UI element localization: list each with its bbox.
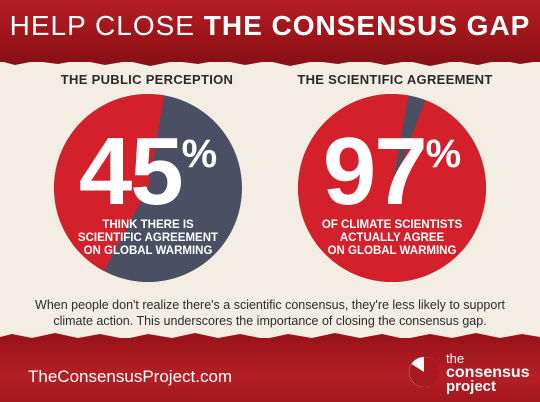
caption-line: SCIENTIFIC AGREEMENT bbox=[77, 232, 219, 244]
scientific-agreement-unit: % bbox=[425, 132, 462, 176]
explanation-line: When people don't realize there's a scie… bbox=[35, 298, 505, 312]
caption-line: ON GLOBAL WARMING bbox=[327, 245, 457, 257]
logo-line: consensus bbox=[446, 364, 530, 381]
logo-line: project bbox=[446, 378, 497, 395]
title-lead: HELP CLOSE bbox=[9, 10, 195, 41]
logo-mark-icon bbox=[409, 356, 440, 387]
title-emphasis: THE CONSENSUS GAP bbox=[203, 10, 531, 41]
explanation-line: climate action. This underscores the imp… bbox=[53, 314, 487, 328]
agree-slice bbox=[53, 94, 165, 272]
caption-line: THINK THERE IS bbox=[102, 219, 194, 231]
public-perception-caption: THINK THERE IS SCIENTIFIC AGREEMENT ON G… bbox=[52, 219, 244, 258]
page-title: HELP CLOSE THE CONSENSUS GAP bbox=[0, 10, 540, 42]
website-link[interactable]: TheConsensusProject.com bbox=[28, 367, 233, 386]
scientific-agreement-caption: OF CLIMATE SCIENTISTS ACTUALLY AGREE ON … bbox=[296, 219, 488, 258]
public-perception-pie-chart bbox=[53, 94, 242, 282]
scientific-agreement-pie-chart bbox=[297, 94, 486, 283]
explanation-text: When people don't realize there's a scie… bbox=[16, 297, 524, 329]
top-banner bbox=[0, 0, 540, 62]
public-perception-label: THE PUBLIC PERCEPTION bbox=[60, 72, 234, 87]
logo-line: the bbox=[446, 351, 465, 366]
caption-line: OF CLIMATE SCIENTISTS bbox=[321, 219, 463, 231]
public-perception-value: 45 bbox=[78, 118, 184, 225]
scientific-agreement-stat: 97% bbox=[296, 118, 488, 225]
logo-wordmark: the consensus project bbox=[446, 351, 530, 395]
public-perception-stat: 45% bbox=[52, 118, 244, 225]
scientific-agreement-value: 97 bbox=[322, 118, 428, 225]
scientific-agreement-label: THE SCIENTIFIC AGREEMENT bbox=[297, 72, 493, 87]
top-banner-torn-edge bbox=[0, 55, 540, 66]
caption-line: ON GLOBAL WARMING bbox=[83, 245, 213, 257]
public-perception-unit: % bbox=[181, 132, 218, 176]
bottom-banner bbox=[0, 338, 540, 402]
agree-slice bbox=[297, 94, 486, 283]
consensus-project-logo: the consensus project bbox=[408, 351, 530, 396]
caption-line: ACTUALLY AGREE bbox=[339, 232, 445, 244]
